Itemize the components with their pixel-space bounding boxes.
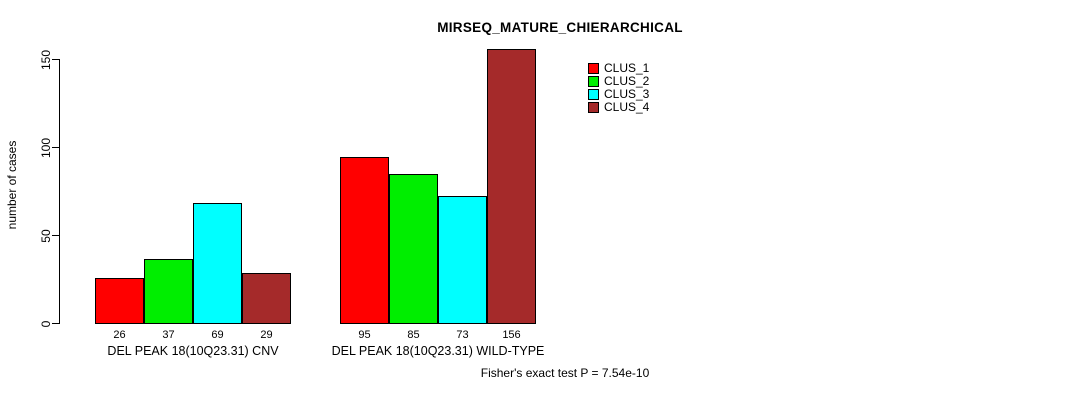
legend-label: CLUS_3	[604, 87, 650, 101]
bar-clus_1-group2	[340, 156, 389, 324]
legend-label: CLUS_2	[604, 74, 650, 88]
y-tick-label: 0	[39, 320, 53, 328]
plot-area: 0 50 100 150 26 37 69 29 DEL PEAK 18(10Q23.31) C…	[39, 34, 560, 358]
legend-swatch	[588, 101, 599, 113]
bar-clus_3-group1	[193, 202, 242, 324]
bar-clus_4-group2	[487, 49, 536, 324]
bar-value-label: 73	[456, 329, 469, 341]
bar-value-label: 29	[260, 329, 273, 341]
bar-clus_1-group1	[95, 278, 144, 324]
bar-value-label: 85	[407, 329, 420, 341]
bar-value-label: 26	[113, 329, 126, 341]
legend: CLUS_1 CLUS_2 CLUS_3 CLUS_4	[588, 62, 649, 113]
category-label: DEL PEAK 18(10Q23.31) CNV	[107, 344, 279, 358]
fisher-test-annotation: Fisher's exact test P = 7.54e-10	[480, 366, 650, 380]
bar-clus_4-group1	[242, 272, 291, 324]
bar-clus_2-group1	[144, 258, 193, 324]
legend-item: CLUS_2	[588, 75, 649, 87]
y-axis-tick	[52, 323, 60, 324]
y-axis-tick	[52, 235, 60, 236]
legend-label: CLUS_4	[604, 100, 650, 114]
bar-value-label: 95	[358, 329, 371, 341]
y-axis-tick	[52, 147, 60, 148]
bar-value-label: 37	[162, 329, 175, 341]
y-tick-label: 50	[39, 229, 53, 243]
legend-swatch	[588, 75, 599, 87]
legend-item: CLUS_1	[588, 62, 649, 74]
legend-swatch	[588, 88, 599, 100]
y-axis-label: number of cases	[5, 140, 19, 230]
bar-clus_2-group2	[389, 174, 438, 324]
y-tick-label: 150	[39, 49, 53, 71]
bar-value-label: 156	[502, 329, 521, 341]
bar-value-label: 69	[211, 329, 224, 341]
y-axis-line	[59, 60, 60, 324]
y-axis-tick	[52, 59, 60, 60]
category-label: DEL PEAK 18(10Q23.31) WILD-TYPE	[331, 344, 545, 358]
chart-title: MIRSEQ_MATURE_CHIERARCHICAL	[437, 20, 683, 35]
y-tick-label: 100	[39, 137, 53, 159]
legend-label: CLUS_1	[604, 61, 650, 75]
bar-clus_3-group2	[438, 195, 487, 324]
legend-swatch	[588, 62, 599, 74]
legend-item: CLUS_3	[588, 88, 649, 100]
legend-item: CLUS_4	[588, 101, 649, 113]
